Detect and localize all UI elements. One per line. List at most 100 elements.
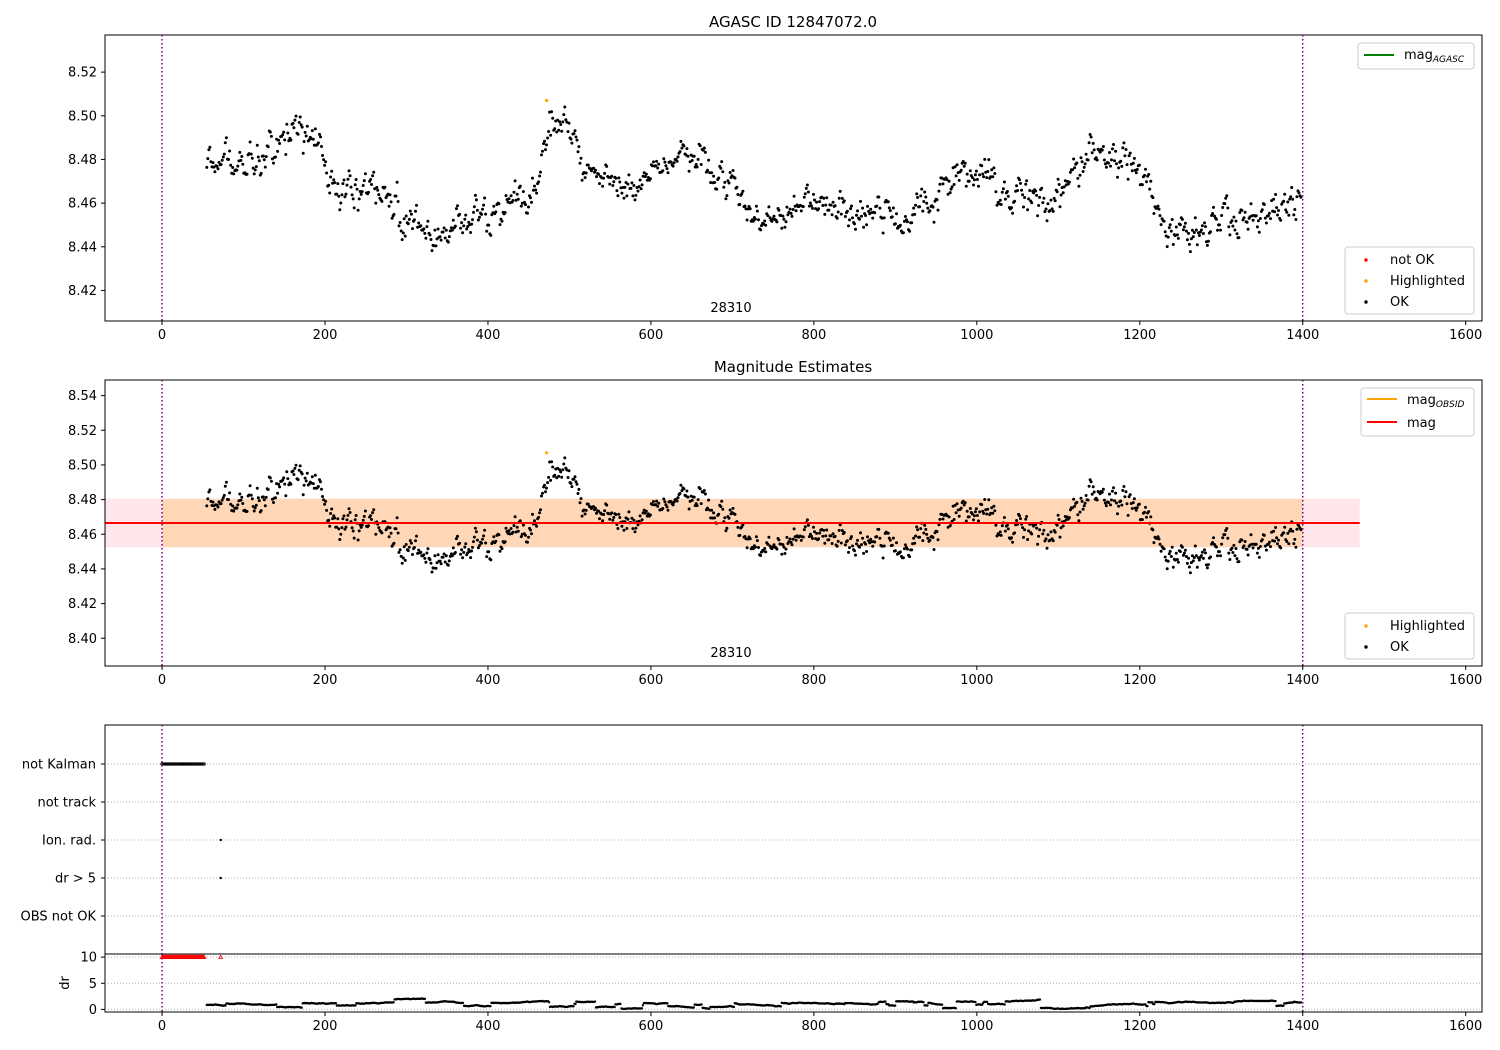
mag-point [830,213,834,217]
mag-point [1019,181,1022,185]
mag-point [337,194,341,198]
mag-point [617,176,621,180]
mag-point [865,223,869,227]
mag-point [394,194,398,198]
mag-point [398,221,402,224]
mag-point [672,161,676,165]
mag-estimate-point [780,552,784,556]
mag-estimate-point [782,545,786,549]
mag-point [478,215,481,219]
mag-point [1269,217,1272,221]
mag-point [998,198,1002,202]
mag-estimate-point [434,566,438,570]
mag-estimate-point [438,559,442,563]
mag-estimate-point [1240,538,1244,542]
mag-point [594,168,597,172]
mag-estimate-point [777,538,781,542]
mag-estimate-point [757,546,760,549]
mag-point [519,204,523,208]
mag-point [535,191,539,195]
mag-point [222,152,226,156]
mag-point [842,199,846,203]
mag-estimate-point [1078,510,1082,514]
mag-estimate-point [579,497,583,501]
panel-estimates-y-ticks: 8.408.428.448.468.488.508.528.54 [68,389,105,647]
mag-point [1166,235,1170,239]
mag-point [804,186,808,190]
mag-estimate-point [224,480,228,484]
mag-point [579,156,583,160]
x-tick-label: 200 [313,1019,338,1034]
dr-point [1151,1001,1154,1004]
mag-estimate-point [1122,485,1126,488]
mag-point [527,205,530,209]
mag-point [1038,195,1042,199]
mag-estimate-point [1026,538,1030,541]
mag-estimate-point [401,556,405,560]
mag-estimate-point [813,530,816,534]
mag-point [965,172,969,176]
mag-point [1187,242,1191,246]
mag-point [352,206,356,210]
mag-point [1135,168,1139,171]
mag-estimate-point [748,537,752,541]
mag-estimate-point [1258,545,1262,548]
mag-estimate-point [411,553,414,556]
mag-estimate-point [1159,549,1163,553]
x-tick-label: 800 [801,328,826,343]
mag-estimate-point [865,550,869,553]
mag-estimate-point [631,527,635,531]
mag-estimate-point [530,532,533,536]
mag-point [867,209,871,213]
mag-point [736,193,740,196]
mag-point [770,219,774,223]
mag-estimate-point [775,547,779,551]
mag-estimate-point [527,535,530,539]
mag-point [1294,218,1298,221]
mag-estimate-point [356,538,360,542]
mag-point [390,216,394,220]
mag-estimate-point [1295,527,1299,531]
mag-point [1114,149,1118,153]
mag-estimate-point [594,506,597,510]
mag-point [695,165,699,169]
mag-point [788,207,792,211]
mag-estimate-point [351,529,355,533]
mag-estimate-point [977,519,980,523]
mag-estimate-point [489,558,493,562]
mag-point [300,125,304,129]
mag-estimate-point [211,500,215,504]
mag-point [682,144,686,148]
mag-point [564,118,568,122]
mag-estimate-point [1121,489,1125,492]
mag-estimate-point [1144,505,1147,509]
mag-estimate-point [1110,498,1113,502]
mag-point [417,221,421,225]
mag-point [1098,150,1102,154]
mag-point [444,228,448,232]
mag-point [920,187,924,191]
mag-point [469,231,473,234]
mag-estimate-point [926,536,930,540]
x-tick-label: 600 [638,673,663,688]
mag-point [1089,135,1093,139]
mag-estimate-point [1051,539,1055,543]
mag-point [948,191,952,195]
mag-point [805,183,809,187]
mag-point [1194,228,1198,232]
mag-point [980,164,984,168]
mag-point [818,200,822,204]
mag-estimate-point [1256,546,1260,550]
y-tick-label: 8.44 [68,240,97,255]
mag-point [921,209,925,213]
dr-point [985,1000,989,1004]
mag-point [285,122,289,126]
mag-estimate-point [1109,503,1112,507]
mag-point [1170,218,1174,221]
mag-estimate-point [1143,510,1146,514]
mag-estimate-point [220,498,224,502]
mag-estimate-point [1087,484,1091,488]
mag-point [374,201,378,205]
mag-estimate-point [360,523,364,527]
mag-estimate-point [931,536,935,539]
